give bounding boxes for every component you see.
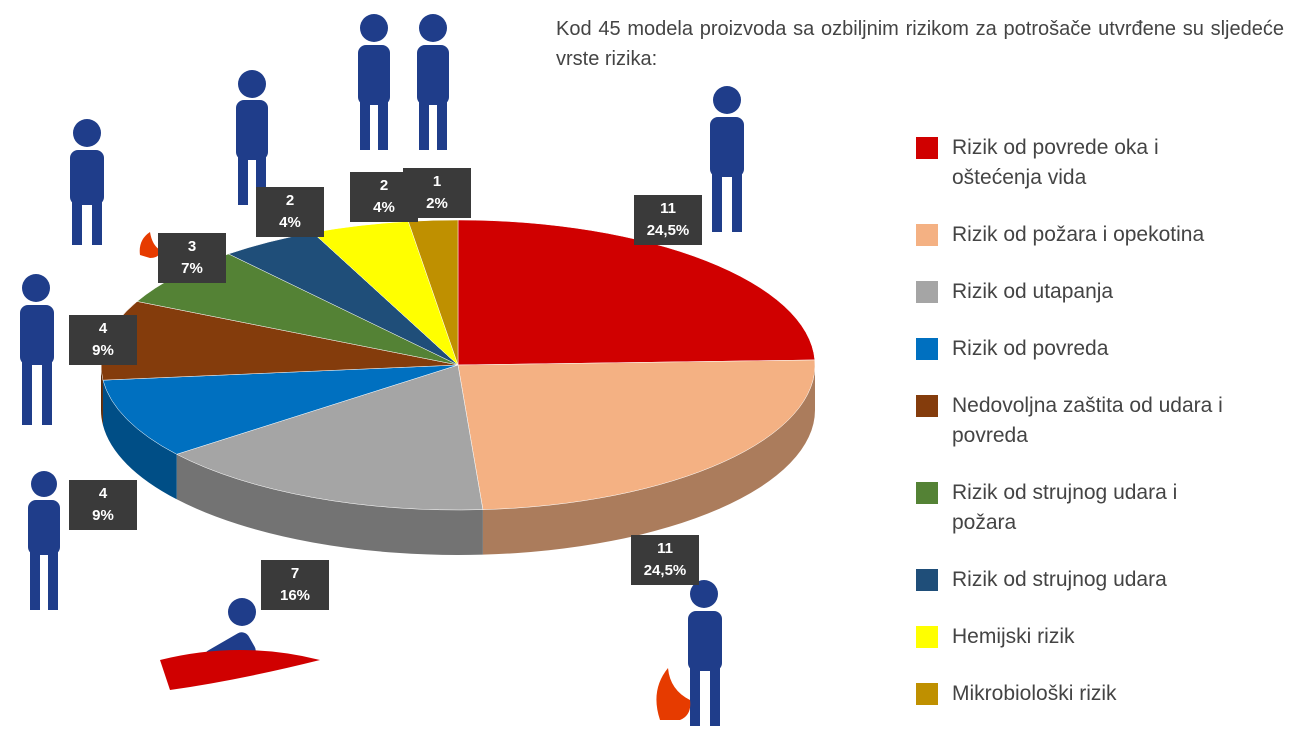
legend-label: Rizik od strujnog udara: [952, 568, 1167, 591]
percent-label: 4%: [373, 199, 395, 216]
value-label: 3: [188, 238, 196, 255]
label-box: [261, 560, 329, 610]
legend-item: Rizik od strujnog udara i požara: [916, 478, 1286, 538]
value-label: 4: [99, 485, 108, 502]
legend-label: Rizik od požara i opekotina: [952, 223, 1205, 246]
percent-label: 16%: [280, 587, 310, 604]
wave-icon: [160, 650, 320, 690]
slice: [102, 364, 459, 455]
legend-swatch: [916, 137, 938, 159]
chart: 11 24,5% 11 24,5% 7 16% 4 9% 4 9% 3 7% 2 4% 2 4% 1 2%: [20, 14, 816, 726]
value-label: 2: [380, 177, 388, 194]
legend-swatch: [916, 626, 938, 648]
percent-label: 9%: [92, 342, 114, 359]
legend-swatch: [916, 482, 938, 504]
value-label: 11: [657, 540, 673, 557]
slice-side: [176, 454, 483, 555]
value-label: 1: [433, 173, 441, 190]
label-box: [69, 315, 137, 365]
slice-side: [482, 365, 815, 555]
percent-label: 24,5%: [647, 222, 690, 239]
legend-label: Mikrobiološki rizik: [952, 682, 1117, 705]
legend-label: Rizik od strujnog udara i požara: [952, 481, 1178, 534]
value-label: 2: [286, 192, 294, 209]
legend-item: Nedovoljna zaštita od udara i povreda: [916, 391, 1286, 451]
label-box: [69, 480, 137, 530]
legend-swatch: [916, 569, 938, 591]
legend-swatch: [916, 224, 938, 246]
value-label: 7: [291, 565, 299, 582]
legend-label: Rizik od povreda: [952, 337, 1109, 360]
legend-swatch: [916, 683, 938, 705]
label-box: [634, 195, 702, 245]
label-box: [403, 168, 471, 218]
value-label: 11: [660, 200, 676, 217]
legend-label: Nedovoljna zaštita od udara i povreda: [952, 394, 1223, 447]
legend-label: Hemijski rizik: [952, 625, 1075, 648]
label-box: [158, 233, 226, 283]
percent-label: 24,5%: [644, 562, 687, 579]
legend-label: Rizik od povrede oka i oštećenja vida: [952, 136, 1159, 189]
percent-label: 7%: [181, 260, 203, 277]
legend-item: Hemijski rizik: [916, 622, 1286, 652]
legend-swatch: [916, 281, 938, 303]
label-box: [256, 187, 324, 237]
legend-item: Rizik od požara i opekotina: [916, 220, 1286, 250]
legend-item: Mikrobiološki rizik: [916, 679, 1286, 709]
legend-item: Rizik od strujnog udara: [916, 565, 1286, 595]
slice: [457, 219, 816, 366]
label-box: [631, 535, 699, 585]
percent-label: 2%: [426, 195, 448, 212]
slice: [457, 359, 816, 510]
percent-label: 9%: [92, 507, 114, 524]
legend-swatch: [916, 338, 938, 360]
legend-swatch: [916, 395, 938, 417]
legend: Rizik od povrede oka i oštećenja vida Riz…: [916, 133, 1286, 736]
intro-text: Kod 45 modela proizvoda sa ozbiljnim riz…: [556, 18, 1284, 70]
legend-item: Rizik od povreda: [916, 334, 1286, 364]
legend-item: Rizik od povrede oka i oštećenja vida: [916, 133, 1286, 193]
slice-side: [101, 365, 103, 426]
value-label: 4: [99, 320, 108, 337]
legend-label: Rizik od utapanja: [952, 280, 1114, 303]
percent-label: 4%: [279, 214, 301, 231]
slice-side: [102, 380, 177, 500]
legend-item: Rizik od utapanja: [916, 277, 1286, 307]
slice: [176, 364, 484, 511]
